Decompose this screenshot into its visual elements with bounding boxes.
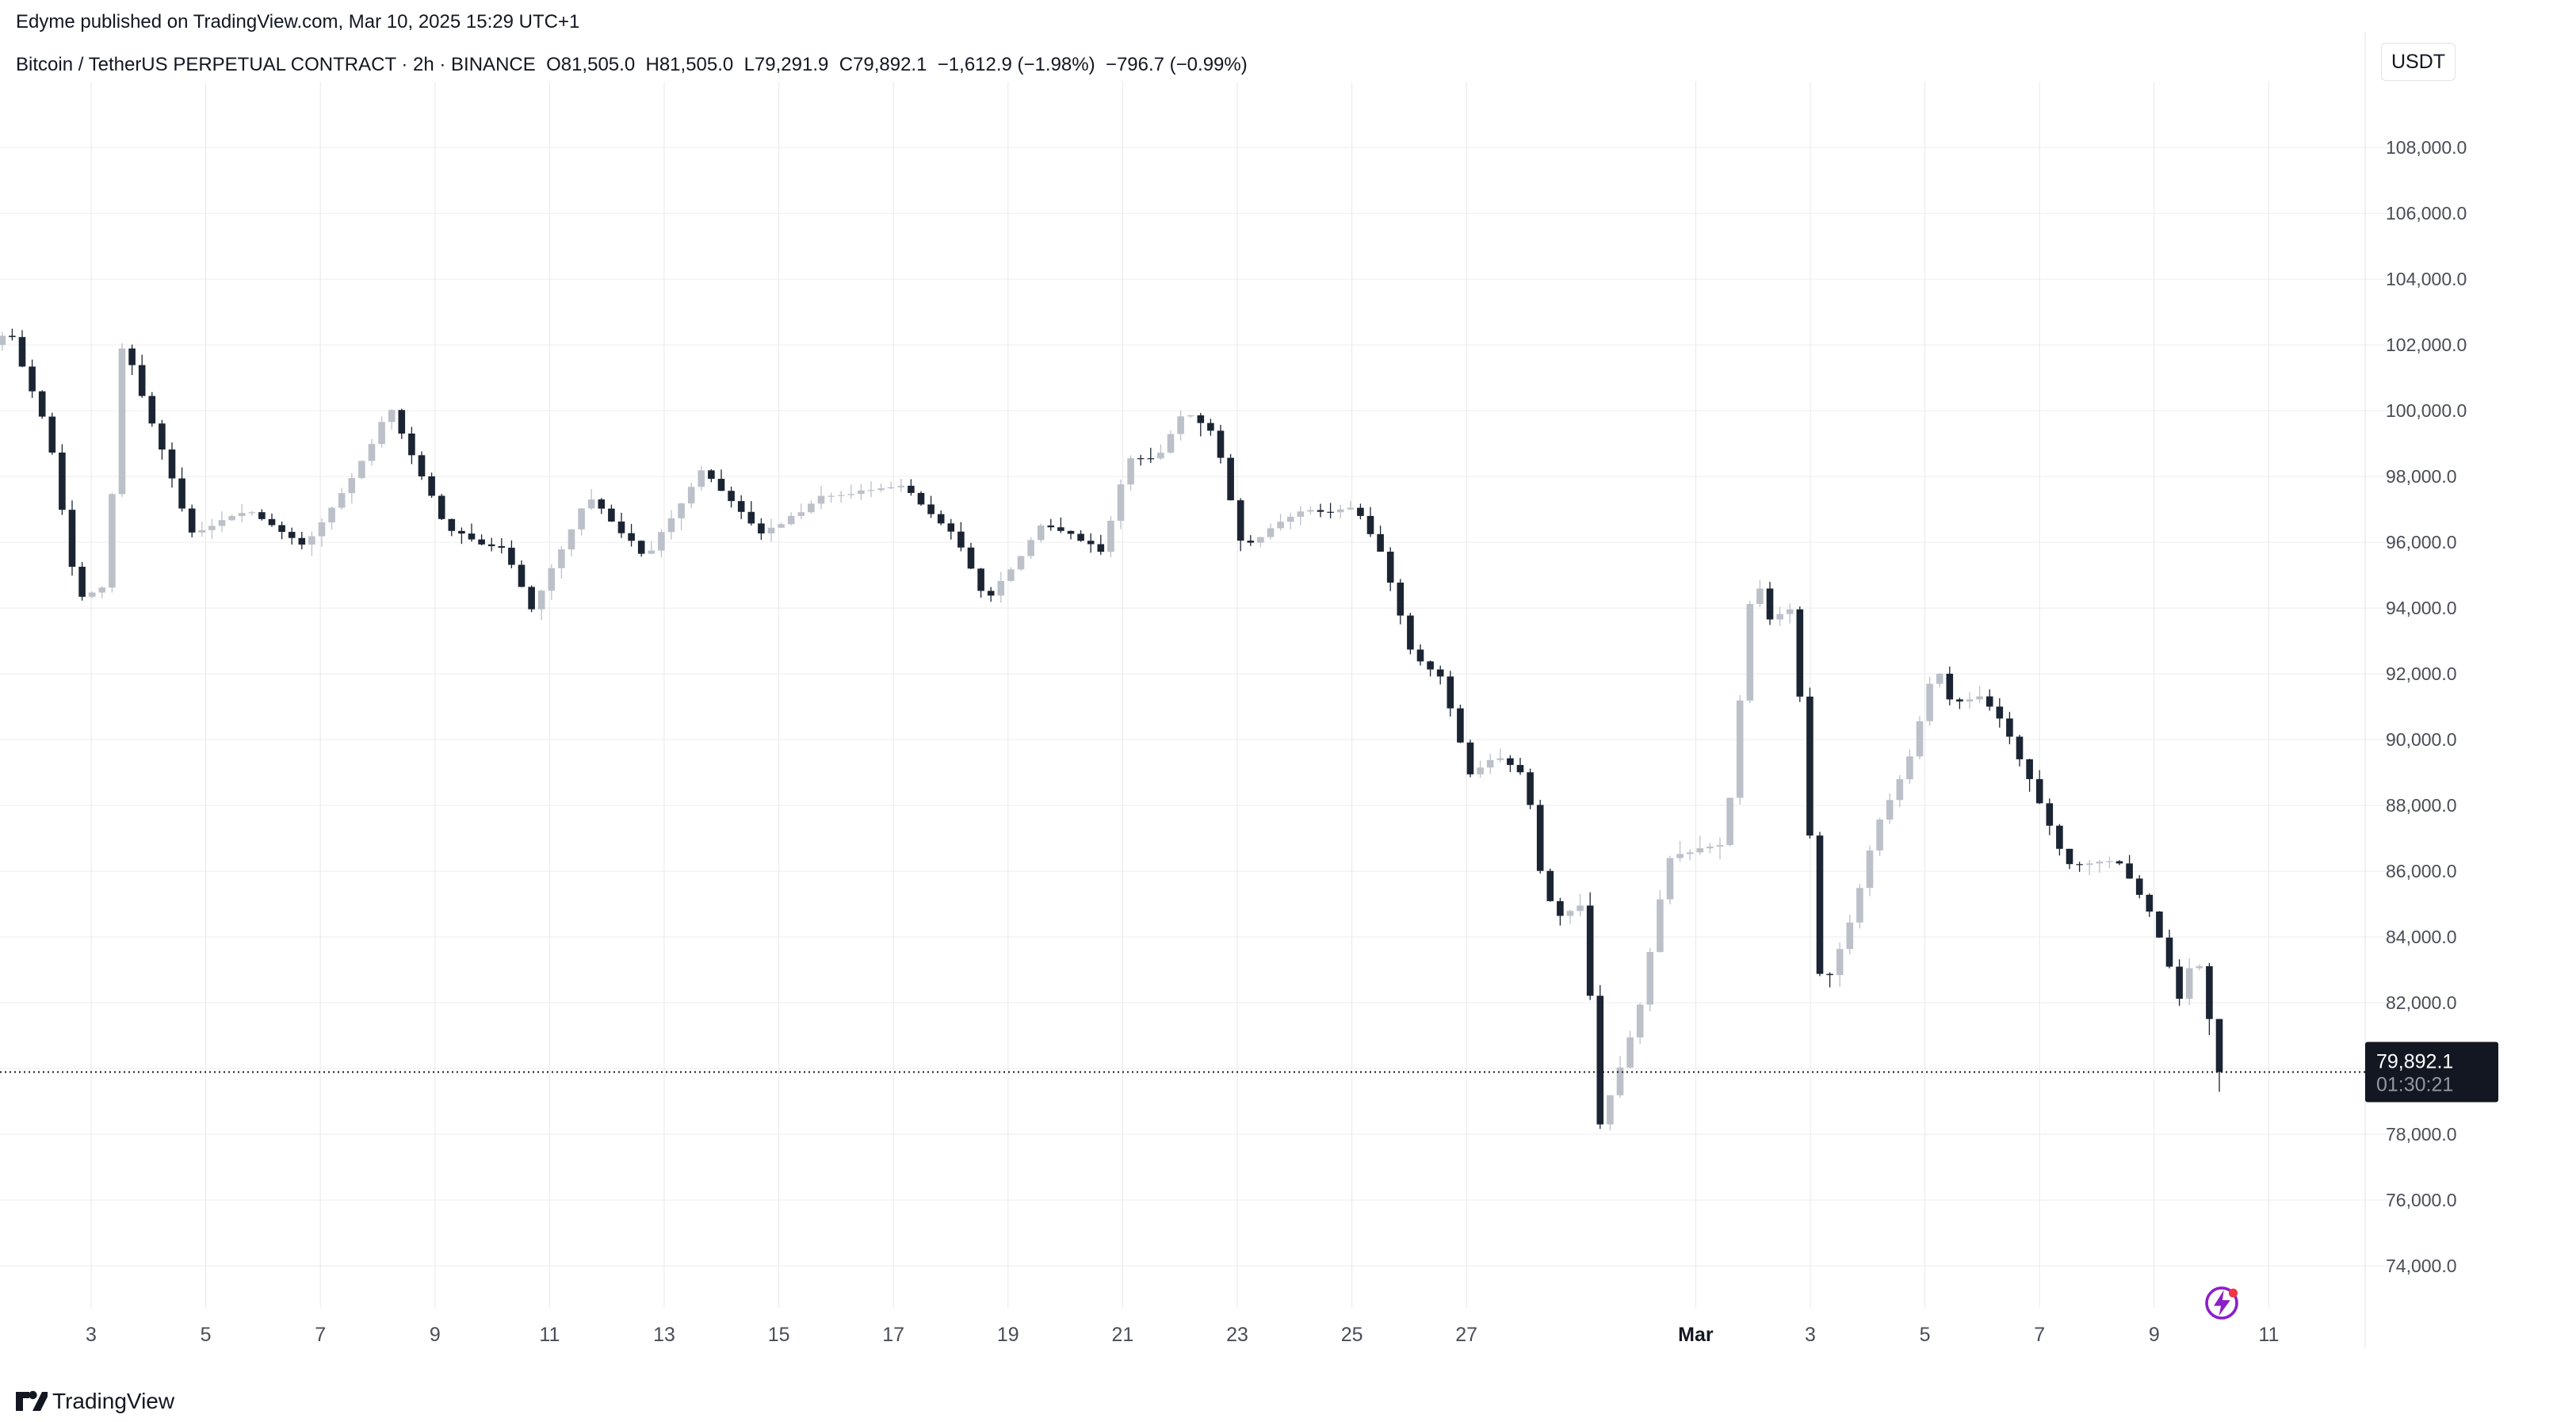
svg-text:5: 5 (201, 1324, 212, 1346)
svg-text:98,000.0: 98,000.0 (2386, 466, 2457, 487)
svg-text:15: 15 (768, 1324, 790, 1346)
svg-text:90,000.0: 90,000.0 (2386, 729, 2457, 750)
svg-text:96,000.0: 96,000.0 (2386, 532, 2457, 552)
svg-text:94,000.0: 94,000.0 (2386, 598, 2457, 618)
svg-text:78,000.0: 78,000.0 (2386, 1124, 2457, 1145)
svg-text:79,892.1: 79,892.1 (2376, 1051, 2453, 1073)
svg-text:100,000.0: 100,000.0 (2386, 400, 2467, 421)
svg-text:108,000.0: 108,000.0 (2386, 137, 2467, 158)
svg-text:11: 11 (2258, 1324, 2279, 1346)
svg-text:76,000.0: 76,000.0 (2386, 1190, 2457, 1210)
svg-text:84,000.0: 84,000.0 (2386, 927, 2457, 947)
svg-text:23: 23 (1226, 1324, 1248, 1346)
svg-text:21: 21 (1111, 1324, 1133, 1346)
svg-text:Mar: Mar (1678, 1324, 1714, 1346)
svg-text:13: 13 (653, 1324, 675, 1346)
svg-text:104,000.0: 104,000.0 (2386, 269, 2467, 289)
svg-text:88,000.0: 88,000.0 (2386, 795, 2457, 816)
svg-text:92,000.0: 92,000.0 (2386, 663, 2457, 684)
svg-text:19: 19 (997, 1324, 1019, 1346)
svg-text:11: 11 (539, 1324, 560, 1346)
svg-text:7: 7 (2034, 1324, 2045, 1346)
svg-text:9: 9 (430, 1324, 441, 1346)
svg-text:3: 3 (1805, 1324, 1816, 1346)
svg-text:25: 25 (1341, 1324, 1363, 1346)
svg-text:82,000.0: 82,000.0 (2386, 992, 2457, 1013)
svg-text:86,000.0: 86,000.0 (2386, 861, 2457, 881)
svg-text:01:30:21: 01:30:21 (2376, 1074, 2453, 1096)
svg-text:3: 3 (86, 1324, 97, 1346)
svg-text:9: 9 (2149, 1324, 2160, 1346)
svg-text:102,000.0: 102,000.0 (2386, 334, 2467, 355)
svg-text:5: 5 (1920, 1324, 1931, 1346)
svg-text:74,000.0: 74,000.0 (2386, 1256, 2457, 1276)
svg-text:27: 27 (1455, 1324, 1477, 1346)
svg-text:106,000.0: 106,000.0 (2386, 203, 2467, 224)
svg-text:17: 17 (882, 1324, 904, 1346)
svg-text:7: 7 (315, 1324, 326, 1346)
